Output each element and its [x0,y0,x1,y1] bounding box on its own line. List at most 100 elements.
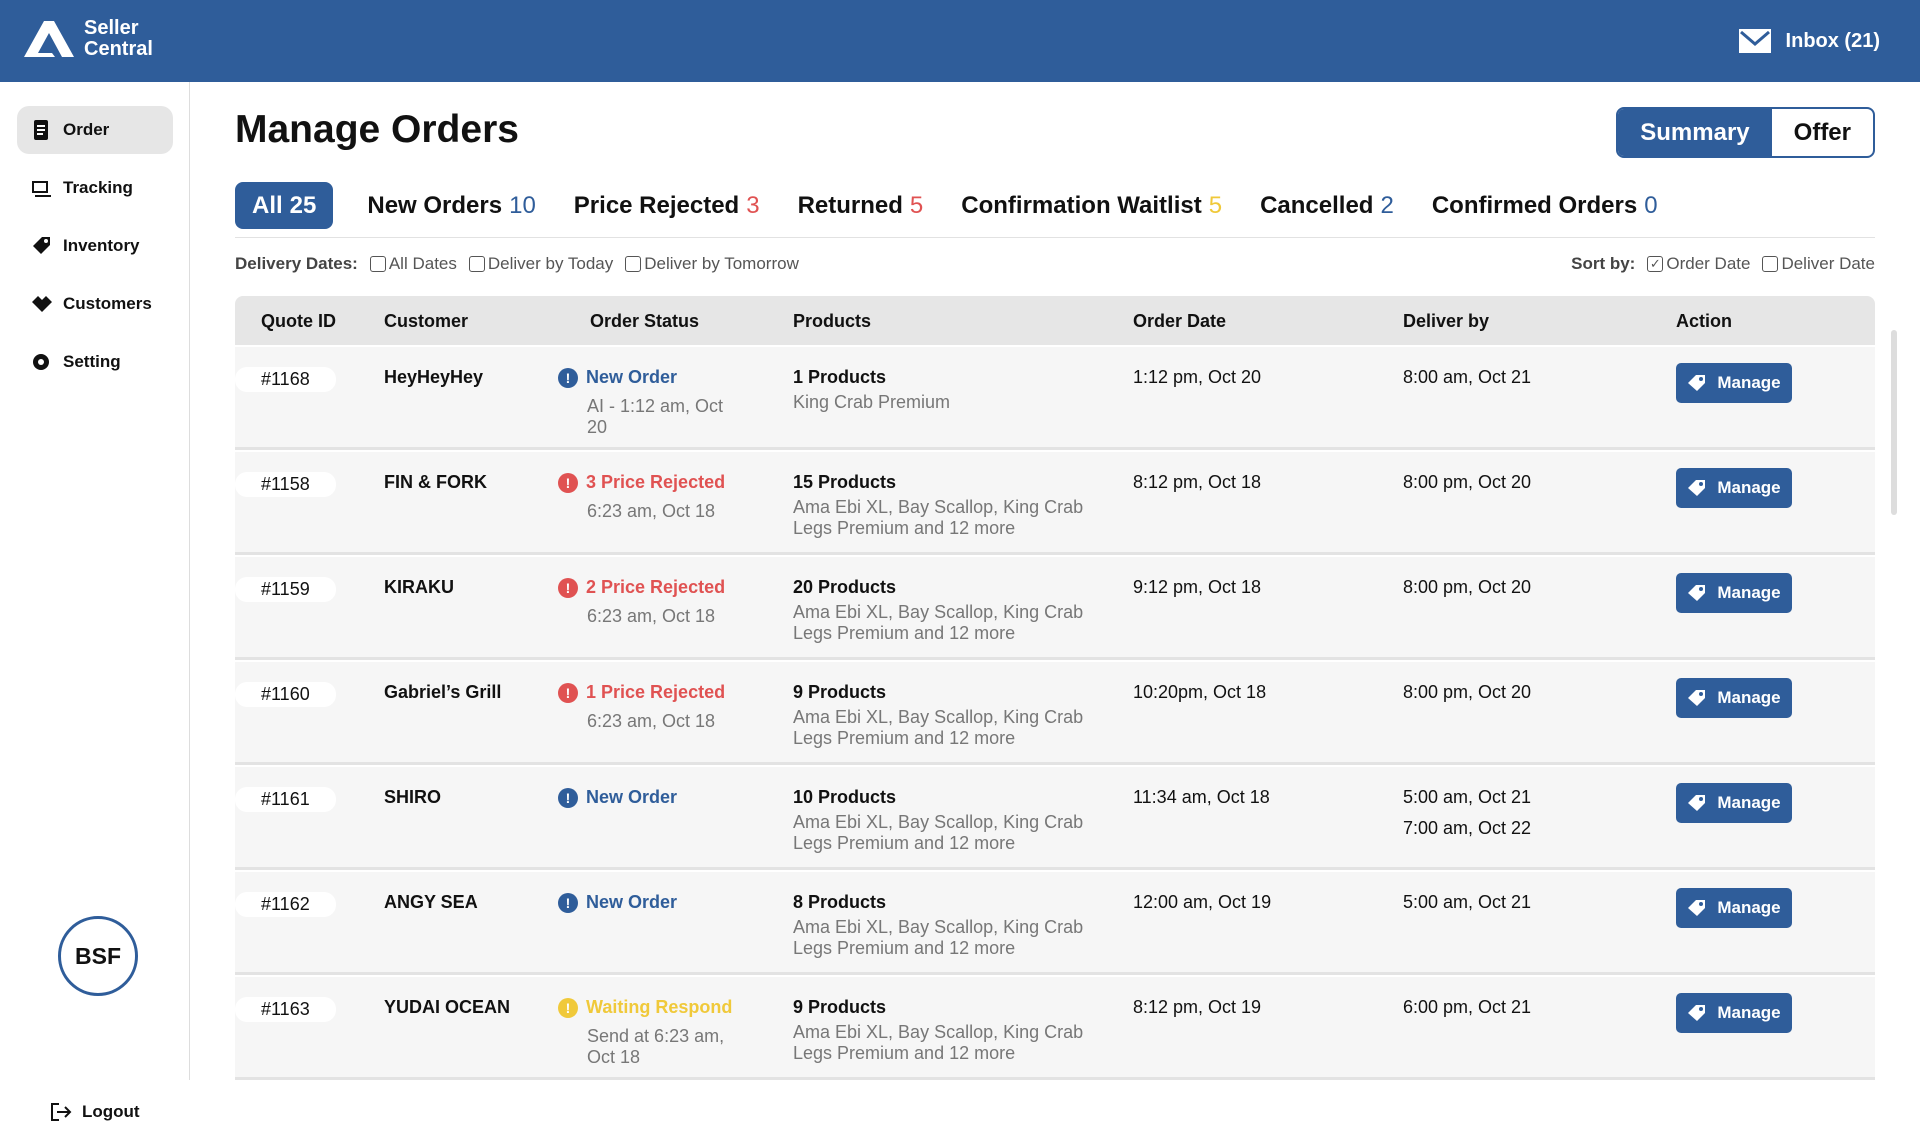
tab-count[interactable]: 5 [909,191,924,219]
tab-count[interactable]: 5 [1208,191,1223,219]
checkbox-box[interactable] [1762,256,1779,272]
status-label: Waiting Respond [586,997,733,1017]
checkbox[interactable]: All Dates [369,254,457,274]
tab-label[interactable]: Price Rejected [573,191,740,219]
checkbox-box[interactable] [625,256,642,272]
tab[interactable]: All 25 [235,182,334,229]
checkbox-box[interactable]: ✓ [1647,256,1664,272]
nav-label[interactable]: Order [63,120,110,139]
tab[interactable]: Confirmed Orders 0 [1428,182,1662,229]
checkbox[interactable]: Deliver by Tomorrow [625,254,799,274]
avatar[interactable]: BSF [58,916,138,996]
product-items: Ama Ebi XL, Bay Scallop, King Crab Legs … [793,917,1084,958]
product-count: 20 Products [793,577,897,597]
tab-label[interactable]: New Orders [367,191,503,219]
checkbox-box[interactable] [468,256,485,272]
tab-label[interactable]: Returned [797,191,903,219]
filter-label: Delivery Dates: [235,254,358,273]
logout-label[interactable]: Logout [82,1102,140,1121]
manage-button[interactable]: Manage [1676,468,1792,508]
product-count: 1 Products [793,367,887,387]
checkbox[interactable]: Deliver by Today [468,254,614,274]
checkbox[interactable]: ✓ Order Date [1647,254,1750,274]
tab-label[interactable]: All [252,191,283,219]
checkbox-label[interactable]: Deliver Date [1781,254,1875,273]
customer: Gabriel’s Grill [384,682,502,702]
status-label: 1 Price Rejected [586,682,726,702]
product-items: Ama Ebi XL, Bay Scallop, King Crab Legs … [793,1022,1084,1063]
tab-count[interactable]: 3 [746,191,760,219]
status-time: 6:23 am, Oct 18 [587,501,716,521]
tab-count[interactable]: 10 [509,191,536,219]
manage-label[interactable]: Manage [1717,1003,1781,1022]
nav-item[interactable]: Tracking [17,164,173,212]
customer: KIRAKU [384,577,454,597]
manage-button[interactable]: Manage [1676,573,1792,613]
checkbox-label[interactable]: Order Date [1666,254,1751,273]
customer: SHIRO [384,787,442,807]
filter-label: Sort by: [1571,254,1636,273]
products: 9 Products Ama Ebi XL, Bay Scallop, King … [793,997,1093,1064]
nav-label[interactable]: Setting [63,352,121,371]
nav-label[interactable]: Inventory [63,236,140,255]
tab[interactable]: Price Rejected 3 [570,182,764,229]
manage-label[interactable]: Manage [1717,583,1781,602]
order-status: ! 2 Price Rejected 6:23 am, Oct 18 [558,577,725,627]
table-row: #1158 FIN & FORK! 3 Price Rejected 6:23 am,… [235,452,1875,555]
checkbox-box[interactable] [369,256,386,272]
manage-label[interactable]: Manage [1717,793,1781,812]
manage-button[interactable]: Manage [1676,993,1792,1033]
manage-button[interactable]: Manage [1676,888,1792,928]
deliver-date: 6:00 pm, Oct 21 [1403,997,1532,1017]
nav-item[interactable]: Inventory [17,222,173,270]
logo-icon [24,21,74,57]
quote-id: #1162 [235,892,336,917]
tab[interactable]: Confirmation Waitlist 5 [957,182,1226,229]
tab-label[interactable]: Cancelled [1260,191,1374,219]
nav-label[interactable]: Tracking [63,178,133,197]
checkbox-label[interactable]: Deliver by Today [487,254,614,273]
tab-count[interactable]: 2 [1380,191,1394,219]
column-header: Deliver by [1403,311,1490,331]
checkbox[interactable]: Deliver Date [1762,254,1875,274]
status-icon: ! [558,787,578,808]
order-date: 9:12 pm, Oct 18 [1133,577,1262,597]
tab-label[interactable]: Confirmation Waitlist [961,191,1202,219]
quote-id: #1163 [235,997,336,1022]
toggle-option[interactable]: Summary [1618,109,1772,156]
manage-label[interactable]: Manage [1717,898,1781,917]
deliver-by: 6:00 pm, Oct 21 [1403,997,1531,1028]
tab-label[interactable]: Confirmed Orders [1431,191,1638,219]
toggle-option[interactable]: Offer [1793,118,1851,146]
manage-label[interactable]: Manage [1717,688,1781,707]
status-icon: ! [558,577,578,598]
tab-count[interactable]: 0 [1644,191,1658,219]
column-header: Action [1676,311,1732,331]
nav-item[interactable]: Order [17,106,173,154]
logout[interactable]: Logout [50,1102,140,1122]
status-time: AI - 1:12 am, Oct 20 [587,396,724,437]
status-label: 2 Price Rejected [586,577,726,597]
manage-button[interactable]: Manage [1676,363,1792,403]
inbox-label[interactable]: Inbox (21) [1785,29,1880,52]
tab-count[interactable]: 25 [289,191,317,219]
column-header: Products [793,311,872,331]
deliver-date: 8:00 am, Oct 21 [1403,367,1532,387]
inbox[interactable]: Inbox (21) [1738,28,1880,54]
manage-button[interactable]: Manage [1676,678,1792,718]
tab[interactable]: Returned 5 [794,182,928,229]
nav-label[interactable]: Customers [63,294,152,313]
manage-button[interactable]: Manage [1676,783,1792,823]
tab[interactable]: Cancelled 2 [1256,182,1398,229]
quote-id: #1159 [235,577,336,602]
deliver-date: 8:00 pm, Oct 20 [1403,682,1532,702]
checkbox-label[interactable]: Deliver by Tomorrow [644,254,799,273]
checkbox-label[interactable]: All Dates [388,254,457,273]
nav-item[interactable]: Customers [17,280,173,328]
manage-label[interactable]: Manage [1717,373,1781,392]
tab[interactable]: New Orders 10 [363,182,539,229]
nav-item[interactable]: Setting [17,338,173,386]
main: Manage Orders Summary Offer All 25 New Orde… [235,82,1875,1080]
column-header: Customer [384,311,469,331]
manage-label[interactable]: Manage [1717,478,1781,497]
